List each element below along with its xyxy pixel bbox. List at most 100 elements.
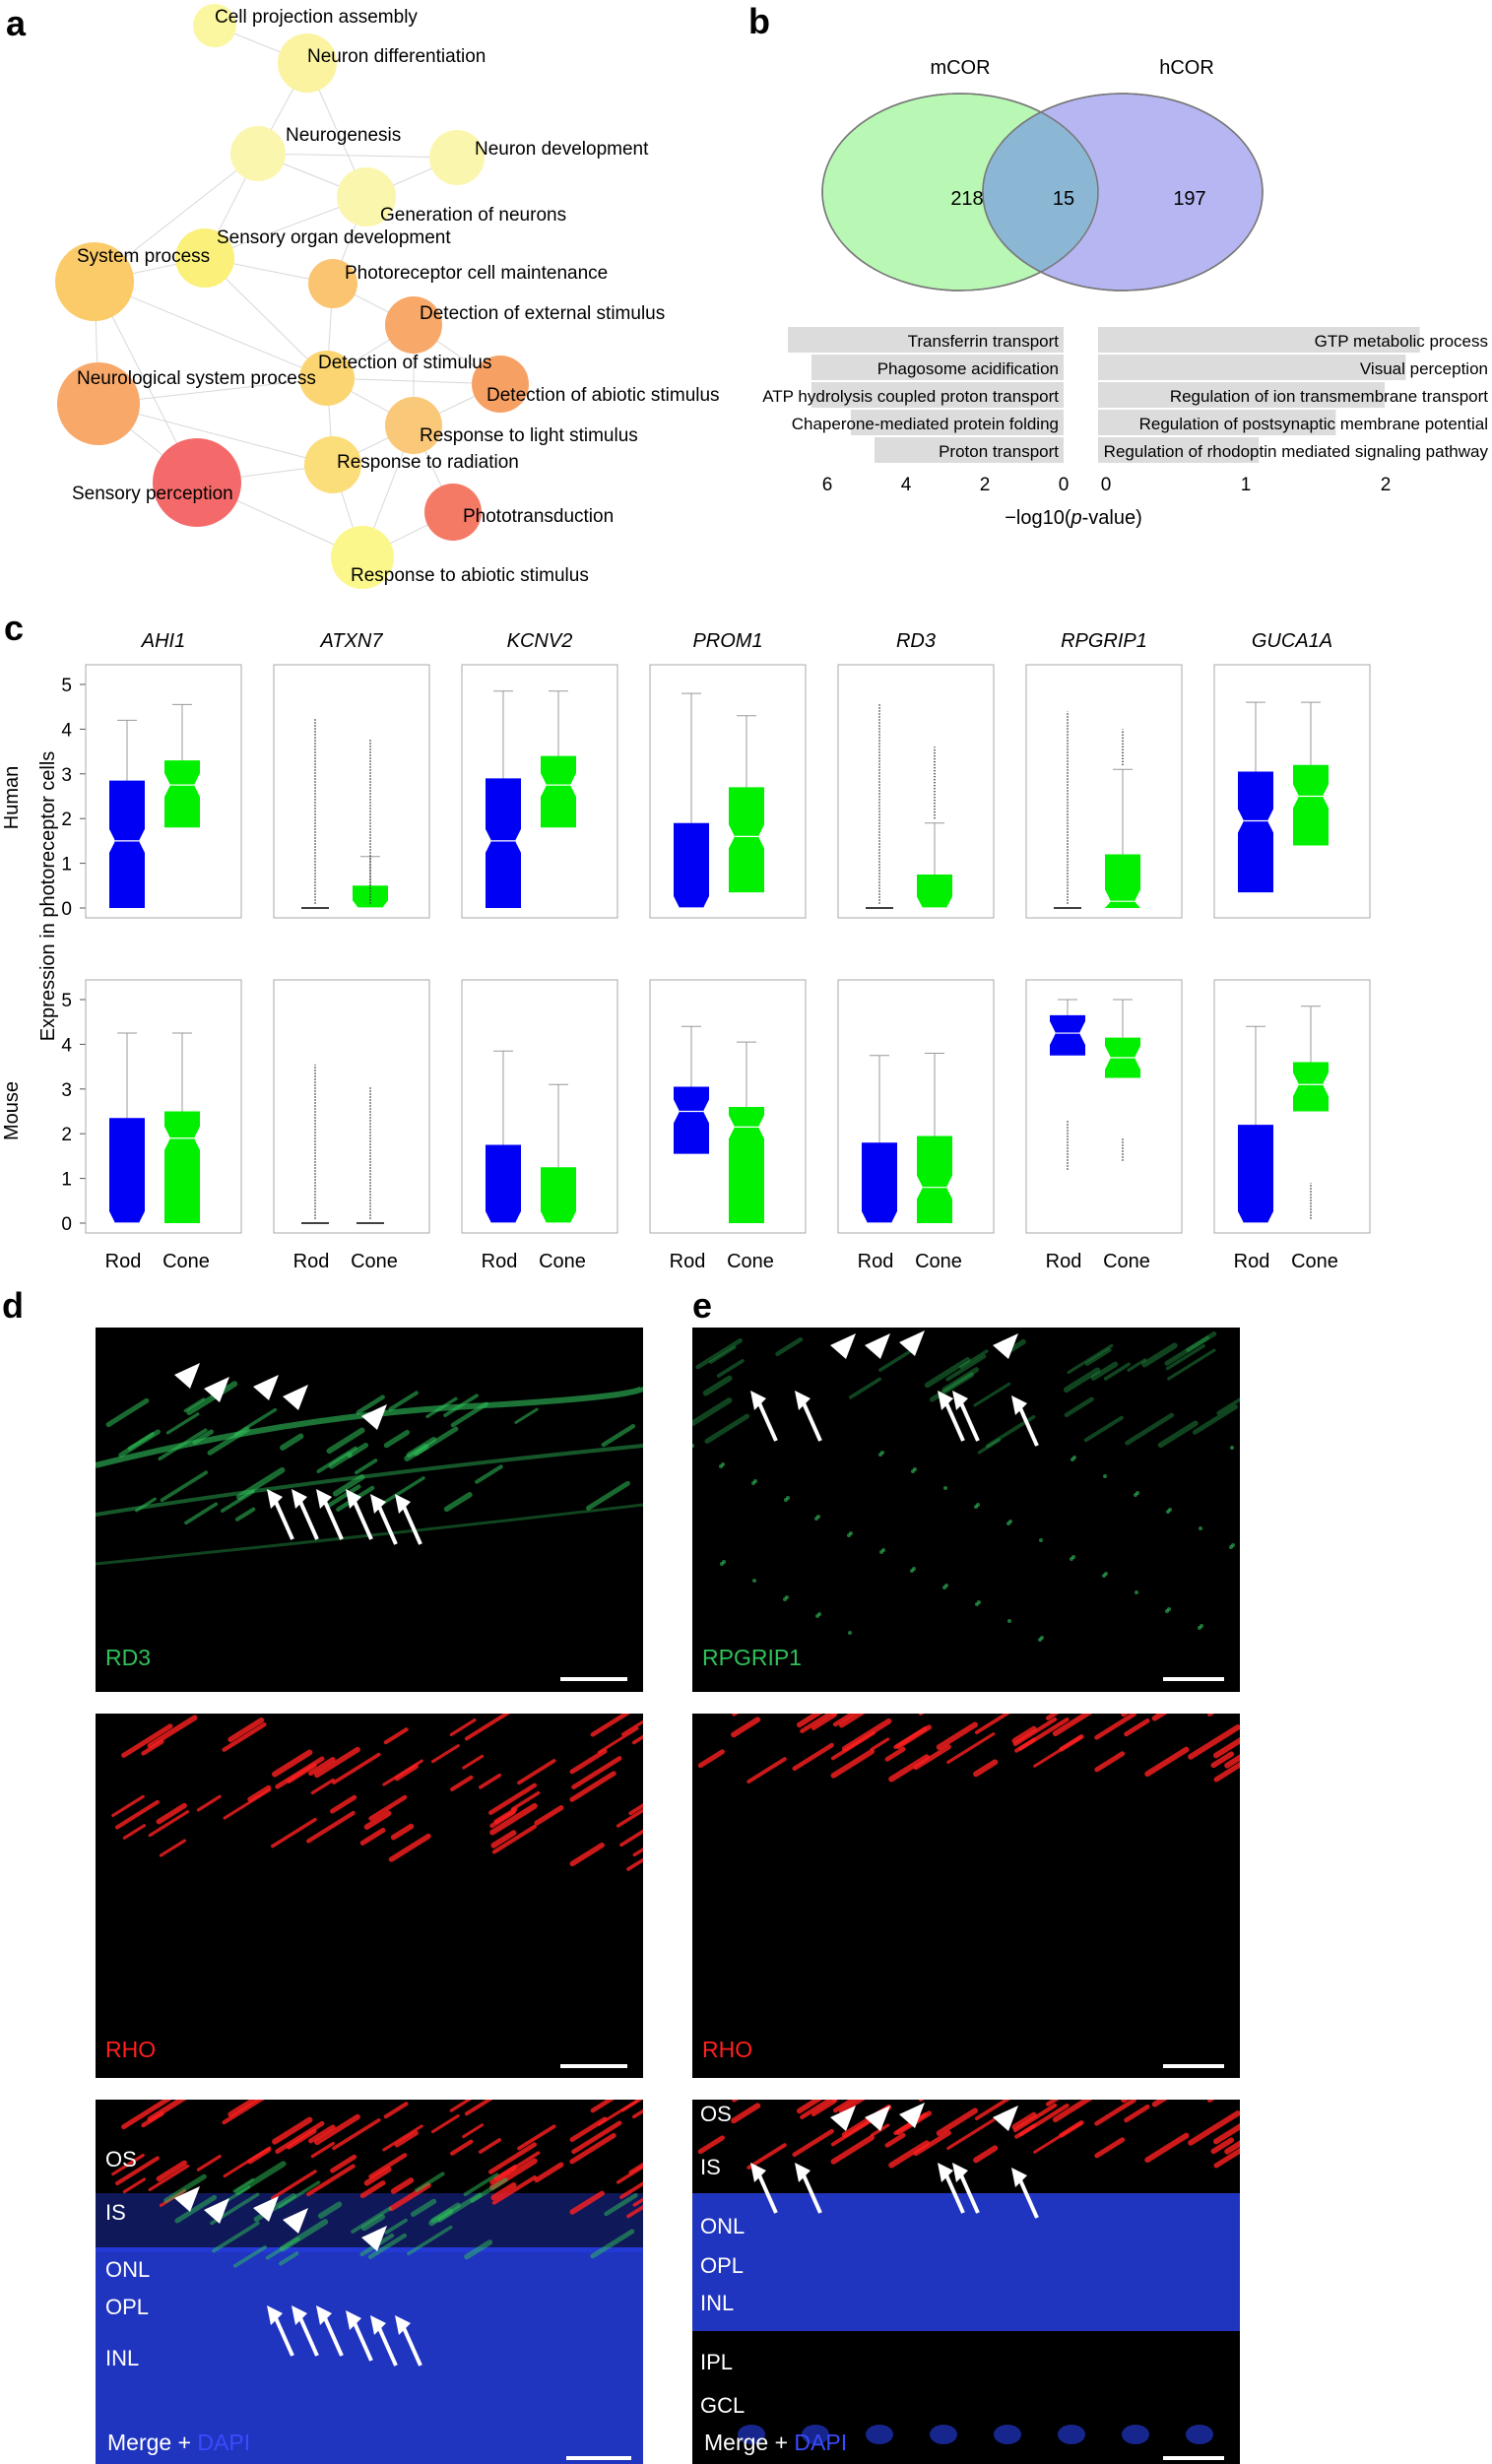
right-tick-0: 0 (1101, 475, 1112, 495)
fluorescence-streak (489, 1802, 538, 1836)
fluorescence-streak (222, 2100, 265, 2125)
rd3-image: RD3 (96, 1328, 643, 1692)
node-label-neurogenesis: Neurogenesis (286, 125, 401, 146)
fluorescence-streak (974, 2100, 1010, 2120)
fluorescence-streak (489, 1809, 516, 1829)
fluorescence-streak (147, 1715, 198, 1749)
box-mouse-guca1a-rod (1238, 1125, 1273, 1223)
node-label-neurological-system-process: Neurological system process (77, 368, 316, 389)
fluorescence-streak (183, 1397, 206, 1413)
y-tick-label-mouse-4: 4 (61, 1035, 72, 1056)
fluorescence-streak (490, 2181, 517, 2201)
arrow-head (1011, 1395, 1027, 1415)
box-human-guca1a-cone (1293, 764, 1329, 846)
y-tick-label-human-3: 3 (61, 765, 72, 786)
node-sensory-perception (153, 438, 241, 527)
fluorescence-streak (394, 1764, 419, 1782)
fluorescence-streak (207, 1426, 250, 1456)
node-neurogenesis (230, 126, 286, 181)
term-regulation-of-postsynaptic-membrane-potential: Regulation of postsynaptic membrane pote… (1139, 415, 1488, 433)
fluorescence-streak (196, 2154, 222, 2172)
dapi-nucleus (1058, 2425, 1085, 2444)
venn-enrichment-panel: b mCOR hCOR 218 15 197 Transferrin trans… (748, 1, 1489, 529)
fluorescence-streak (830, 1748, 876, 1779)
node-label-cell-projection-assembly: Cell projection assembly (215, 7, 418, 28)
fluorescence-streak (941, 1367, 980, 1393)
merge-label-d: Merge + DAPI (107, 2430, 251, 2455)
fluorescence-streak (510, 1790, 541, 1811)
fluorescence-streak (148, 2164, 190, 2192)
fluorescence-streak (160, 1470, 209, 1503)
fluorescence-streak (462, 2123, 485, 2139)
fluorescence-streak (121, 1723, 173, 1758)
fluorescence-streak (924, 1357, 971, 1389)
term-transferrin-transport: Transferrin transport (908, 332, 1060, 351)
fluorescence-streak (631, 2108, 643, 2119)
term-proton-transport: Proton transport (939, 442, 1059, 461)
fluorescence-streak (1141, 1342, 1178, 1368)
x-label-rod-rpgrip1: Rod (1046, 1251, 1082, 1270)
fluorescence-streak (223, 1788, 272, 1820)
fluorescence-streak (1125, 1412, 1175, 1446)
plot-frame-mouse-atxn7 (273, 979, 430, 1234)
fluorescence-streak (1124, 1718, 1150, 1737)
fluorescence-streak (491, 2174, 538, 2205)
fluorescence-streak (1144, 2132, 1190, 2164)
fluorescence-streak (811, 1714, 837, 1731)
fluorescence-streak (368, 1794, 408, 1821)
plot-frame-mouse-prom1 (649, 979, 807, 1234)
fluorescence-streak (517, 2124, 556, 2151)
fluorescence-streak (135, 1497, 157, 1513)
rpgrip1-puncta (848, 1631, 852, 1635)
fluorescence-streak (141, 1739, 164, 1756)
layer-inl-d: INL (105, 2346, 140, 2370)
fluorescence-streak (1094, 1714, 1136, 1740)
fluorescence-streak (410, 2198, 437, 2218)
fluorescence-streak (1084, 1347, 1112, 1366)
y-axis-label: Expression in photoreceptor cells (37, 751, 59, 1042)
fluorescence-streak (1124, 2104, 1150, 2123)
arrowhead-marker (899, 2103, 925, 2128)
fluorescence-streak (114, 2156, 160, 2186)
fluorescence-streak (287, 1763, 317, 1783)
dapi-nucleus (1122, 2425, 1149, 2444)
fluorescence-streak (487, 2142, 538, 2174)
fluorescence-streak (1063, 1367, 1101, 1394)
x-label-rod-kcnv2: Rod (482, 1251, 518, 1270)
fluorescence-streak (796, 2100, 823, 2114)
scale-bar (566, 2456, 631, 2460)
term-gtp-metabolic-process: GTP metabolic process (1315, 332, 1488, 351)
fluorescence-streak (1224, 1754, 1240, 1769)
term-regulation-of-rhodoptin-mediated-signaling-pathway: Regulation of rhodoptin mediated signali… (1104, 442, 1489, 461)
arrowhead-marker (204, 1377, 229, 1402)
fluorescence-streak (212, 2221, 260, 2253)
plot-frame-human-rpgrip1 (1025, 664, 1183, 919)
dapi-nucleus (802, 2425, 829, 2444)
gene-title-ahi1: AHI1 (141, 630, 185, 652)
fluorescence-streak (1067, 1343, 1114, 1375)
layer-is-d: IS (105, 2200, 126, 2225)
fluorescence-streak (936, 2107, 979, 2137)
fluorescence-streak (280, 1433, 304, 1451)
bar-regulation-of-ion-transmembrane-transport (1098, 382, 1386, 408)
rpgrip1-puncta (1134, 1493, 1137, 1497)
fluorescence-streak (569, 1748, 608, 1775)
x-label-rod-guca1a: Rod (1234, 1251, 1270, 1270)
fluorescence-streak (631, 1734, 643, 1745)
node-label-sensory-organ-development: Sensory organ development (217, 227, 451, 248)
arrow-head (395, 2315, 411, 2335)
node-label-sensory-perception: Sensory perception (72, 484, 233, 504)
fluorescence-streak (514, 1407, 539, 1424)
layer-onl-e: ONL (700, 2214, 746, 2238)
term-phagosome-acidification: Phagosome acidification (877, 359, 1059, 378)
fluorescence-streak (332, 1752, 381, 1784)
fluorescence-streak (534, 1805, 564, 1826)
node-label-neuron-differentiation: Neuron differentiation (307, 46, 486, 67)
gene-title-atxn7: ATXN7 (320, 630, 384, 652)
plot-frame-mouse-rpgrip1 (1025, 979, 1183, 1234)
fluorescence-streak (232, 2245, 267, 2268)
fluorescence-streak (616, 2164, 643, 2184)
plot-frame-human-kcnv2 (461, 664, 618, 919)
dapi-nucleus (994, 2425, 1021, 2444)
fluorescence-streak (1212, 1736, 1240, 1759)
